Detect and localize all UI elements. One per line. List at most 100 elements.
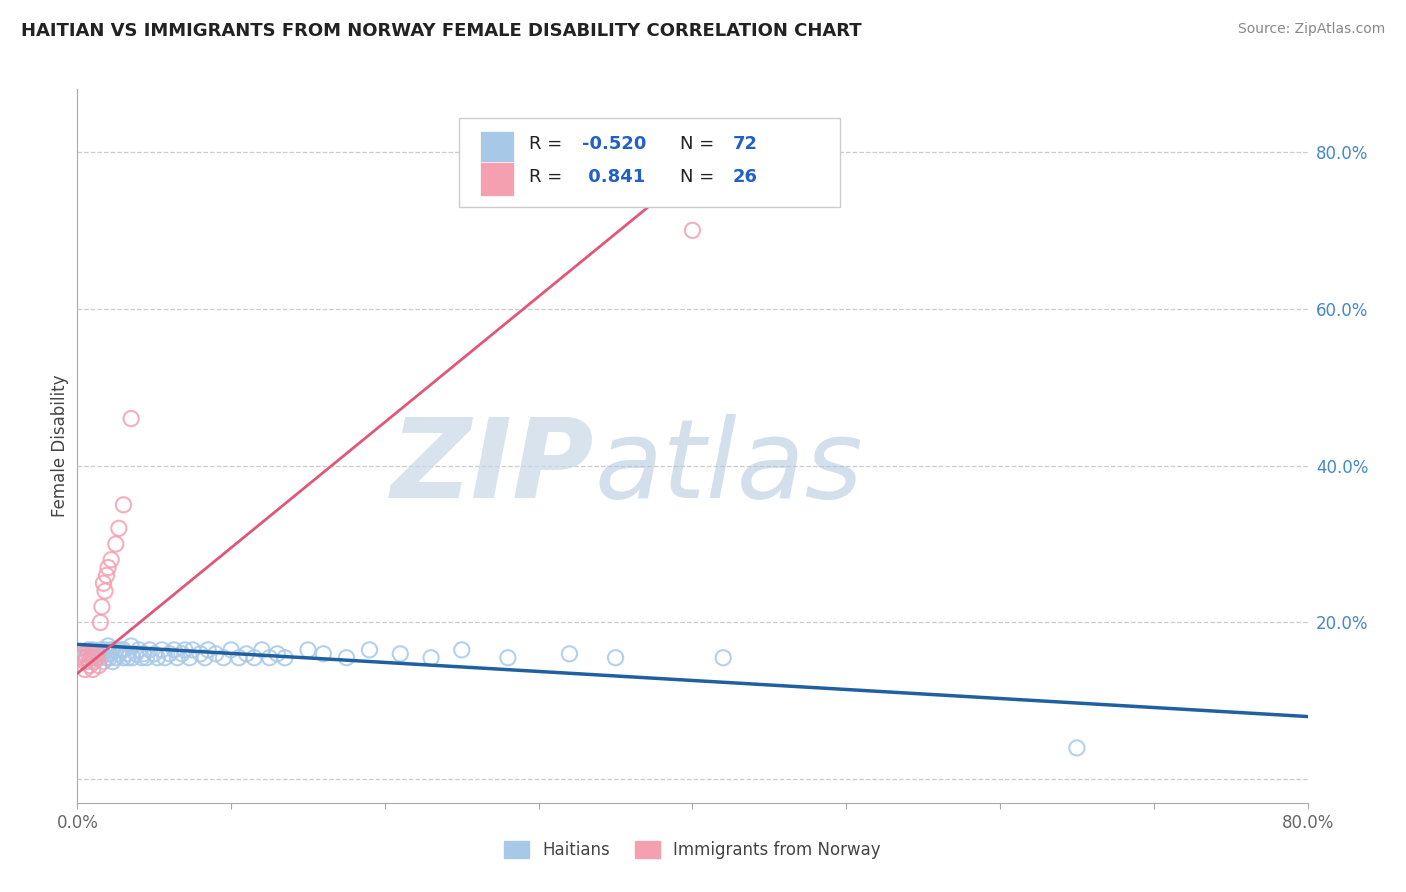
Point — [112, 643, 135, 657]
Point — [274, 650, 297, 665]
Point — [76, 650, 98, 665]
Text: R =: R = — [529, 168, 562, 186]
Point — [79, 658, 101, 673]
Point — [1066, 740, 1088, 755]
Point — [153, 650, 176, 665]
Point — [188, 647, 212, 661]
Text: 72: 72 — [733, 136, 758, 153]
Point — [84, 647, 107, 661]
Text: ZIP: ZIP — [391, 414, 595, 521]
Point — [138, 643, 160, 657]
Point — [73, 647, 96, 661]
Y-axis label: Female Disability: Female Disability — [51, 375, 69, 517]
Point — [204, 647, 226, 661]
Point — [89, 643, 111, 657]
Point — [389, 647, 412, 661]
Point — [150, 643, 173, 657]
Point — [73, 663, 96, 677]
Point — [250, 643, 273, 657]
Text: N =: N = — [681, 168, 714, 186]
Point — [86, 647, 108, 661]
Point — [98, 650, 121, 665]
Point — [97, 639, 120, 653]
Point — [450, 643, 472, 657]
Point — [104, 650, 127, 665]
Point — [104, 537, 127, 551]
Point — [179, 650, 201, 665]
Point — [359, 643, 381, 657]
Text: atlas: atlas — [595, 414, 863, 521]
Point — [121, 650, 143, 665]
Point — [82, 643, 104, 657]
Point — [80, 647, 103, 661]
Point — [82, 663, 104, 677]
Text: Source: ZipAtlas.com: Source: ZipAtlas.com — [1237, 22, 1385, 37]
Point — [132, 647, 155, 661]
Point — [166, 650, 188, 665]
Point — [108, 647, 131, 661]
Text: 26: 26 — [733, 168, 758, 186]
Point — [100, 643, 122, 657]
Point — [83, 655, 105, 669]
FancyBboxPatch shape — [458, 118, 841, 207]
Point — [194, 650, 217, 665]
Point — [297, 643, 319, 657]
FancyBboxPatch shape — [479, 131, 515, 166]
Point — [80, 650, 103, 665]
Point — [120, 639, 142, 653]
Point — [420, 650, 443, 665]
Point — [94, 643, 117, 657]
Point — [93, 576, 115, 591]
Point — [605, 650, 627, 665]
Text: -0.520: -0.520 — [582, 136, 647, 153]
Point — [104, 643, 127, 657]
Point — [97, 560, 120, 574]
Point — [228, 650, 250, 665]
Point — [89, 650, 111, 665]
Point — [77, 643, 100, 657]
Point — [79, 655, 101, 669]
Point — [117, 650, 139, 665]
Point — [125, 647, 148, 661]
Point — [496, 650, 519, 665]
Point — [87, 658, 110, 673]
Point — [335, 650, 357, 665]
Point — [181, 643, 204, 657]
Point — [143, 647, 166, 661]
Point — [84, 650, 107, 665]
Point — [243, 650, 266, 665]
Text: HAITIAN VS IMMIGRANTS FROM NORWAY FEMALE DISABILITY CORRELATION CHART: HAITIAN VS IMMIGRANTS FROM NORWAY FEMALE… — [21, 22, 862, 40]
Point — [128, 643, 150, 657]
Point — [108, 521, 131, 535]
Point — [90, 647, 114, 661]
Point — [682, 223, 704, 237]
Point — [312, 647, 335, 661]
Point — [86, 650, 108, 665]
Point — [219, 643, 242, 657]
Point — [112, 498, 135, 512]
Point — [73, 655, 96, 669]
Point — [135, 650, 157, 665]
Point — [97, 647, 120, 661]
FancyBboxPatch shape — [479, 162, 515, 196]
Point — [70, 650, 93, 665]
Legend: Haitians, Immigrants from Norway: Haitians, Immigrants from Norway — [498, 834, 887, 866]
Point — [77, 647, 100, 661]
Point — [82, 647, 104, 661]
Point — [197, 643, 219, 657]
Text: N =: N = — [681, 136, 714, 153]
Point — [96, 650, 118, 665]
Point — [93, 655, 115, 669]
Point — [159, 647, 181, 661]
Point — [131, 650, 153, 665]
Point — [110, 643, 132, 657]
Point — [89, 615, 111, 630]
Text: 0.841: 0.841 — [582, 168, 645, 186]
Point — [170, 647, 193, 661]
Point — [558, 647, 581, 661]
Point — [112, 650, 135, 665]
Point — [235, 647, 257, 661]
Point — [163, 643, 186, 657]
Point — [266, 647, 288, 661]
Point — [100, 552, 122, 566]
